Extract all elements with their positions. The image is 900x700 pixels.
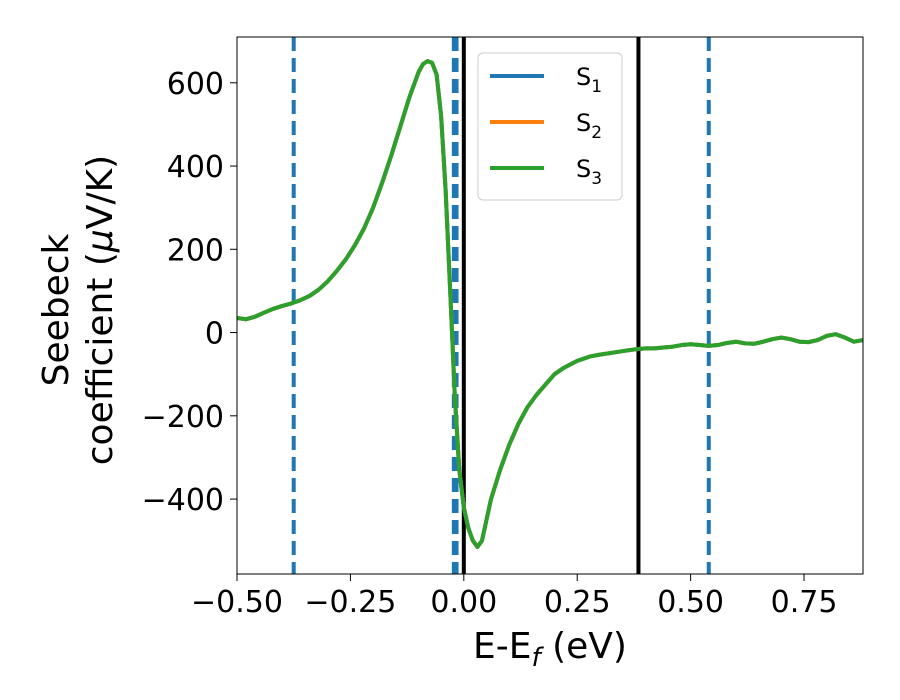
y-tick-label: 200 <box>167 233 224 268</box>
y-axis-title-line1: Seebeck <box>36 233 77 386</box>
x-axis-title: E-Ef (eV) <box>473 626 627 673</box>
plot-frame <box>236 36 864 575</box>
x-tick-label: 0.00 <box>430 585 497 620</box>
x-tick-label: 0.75 <box>771 585 838 620</box>
y-tick-label: 600 <box>167 67 224 102</box>
plot-area <box>237 37 863 574</box>
x-tick-label: −0.50 <box>191 585 283 620</box>
y-tick-label: −200 <box>142 400 224 435</box>
axes: −0.50 −0.25 0.00 0.25 0.50 0.75 −400 −200 0 200 40… <box>142 36 864 620</box>
plot-clip-group <box>237 37 863 574</box>
y-tick-label: −400 <box>142 483 224 518</box>
legend-label-S1: S1 <box>576 63 602 97</box>
legend-label-S2: S2 <box>576 109 602 143</box>
legend-label-S3: S3 <box>576 155 602 189</box>
legend-box <box>477 52 623 201</box>
series-line-S3 <box>237 59 863 549</box>
legend: S1 S2 S3 <box>477 52 623 201</box>
y-axis-title-line2: coefficient (μV/K) <box>80 155 121 465</box>
y-tick-label: 0 <box>205 317 224 352</box>
x-tick-label: 0.25 <box>544 585 611 620</box>
x-tick-label: −0.25 <box>304 585 396 620</box>
x-tick-label: 0.50 <box>657 585 724 620</box>
y-axis-title: Seebeck coefficient (μV/K) <box>36 155 121 465</box>
y-tick-label: 400 <box>167 150 224 185</box>
